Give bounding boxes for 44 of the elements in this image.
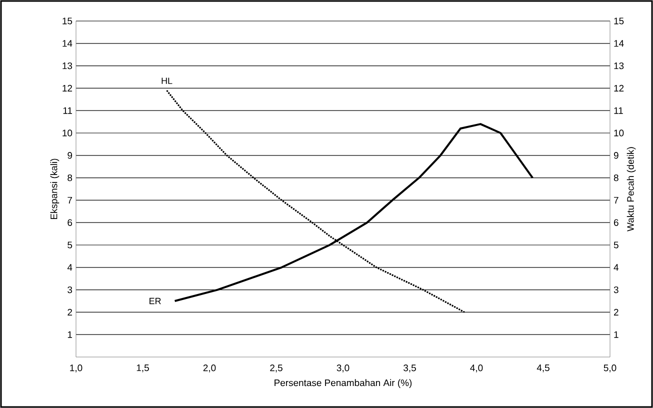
y-axis-title: Ekspansi (kali) [50, 158, 60, 219]
y-tick-label: 11 [63, 107, 72, 114]
x-tick-label: 4,5 [536, 364, 550, 372]
y-tick-label: 9 [68, 152, 72, 159]
y-tick-label: 3 [68, 286, 72, 294]
x-tick-label: 1,0 [70, 364, 82, 372]
y-tick-label: 1 [68, 331, 72, 338]
y2-tick-label: 13 [614, 62, 624, 70]
series-label: HL [162, 78, 172, 84]
y2-tick-label: 7 [614, 196, 618, 204]
y2-tick-label: 11 [614, 107, 623, 114]
x-tick-label: 3,5 [404, 364, 416, 372]
y2-tick-label: 15 [614, 18, 624, 24]
y-tick-label: 5 [68, 242, 72, 248]
x-tick-label: 4,0 [470, 364, 483, 372]
y2-tick-label: 10 [614, 130, 624, 136]
y2-tick-label: 9 [614, 152, 618, 159]
x-tick-label: 2,5 [270, 364, 282, 372]
y-tick-label: 10 [62, 130, 72, 136]
x-tick-label: 2,0 [203, 364, 216, 372]
y2-tick-label: 6 [614, 219, 618, 226]
x-tick-label: 5,0 [604, 364, 616, 372]
y-tick-label: 14 [62, 40, 72, 47]
y2-axis-title: Waktu Pecah (detik) [626, 147, 636, 232]
y-tick-label: 15 [62, 18, 72, 24]
x-tick-label: 3,0 [336, 364, 350, 372]
y2-tick-label: 12 [614, 84, 624, 92]
y2-tick-label: 3 [614, 286, 618, 294]
y-tick-label: 7 [68, 196, 72, 204]
y-tick-label: 12 [62, 84, 72, 92]
y-tick-label: 6 [68, 219, 72, 226]
y-tick-label: 8 [68, 174, 72, 182]
y2-tick-label: 5 [614, 242, 618, 248]
y2-tick-label: 14 [614, 40, 624, 47]
x-tick-label: 1,5 [136, 364, 149, 372]
y2-tick-label: 4 [614, 264, 619, 271]
y-tick-label: 2 [68, 308, 72, 316]
y2-tick-label: 8 [614, 174, 618, 182]
series-label: ER [150, 298, 161, 304]
x-axis-title: Persentase Penambahan Air (%) [274, 379, 412, 388]
y-tick-label: 4 [67, 264, 72, 271]
y2-tick-label: 2 [614, 308, 618, 316]
y2-tick-label: 1 [614, 331, 618, 338]
y-tick-label: 13 [62, 62, 72, 70]
